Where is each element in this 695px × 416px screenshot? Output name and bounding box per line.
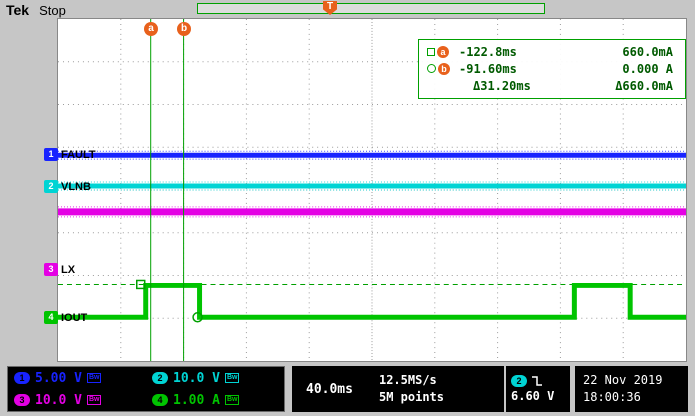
square-marker-icon [427, 47, 435, 56]
cursor-b-row: b -91.60ms 0.000 A [427, 60, 673, 77]
channel-3-label: LX [61, 264, 76, 276]
cursor-b-letter: b [438, 62, 450, 75]
top-status-bar: Tek Stop [6, 2, 66, 18]
channel-1-badge: 1 [14, 372, 30, 384]
channel-4-readout[interactable]: 4 1.00 A Bw [146, 393, 284, 408]
cursor-b-badge[interactable]: b [177, 22, 191, 36]
horizontal-readout-box: 40.0ms 12.5MS/s 5M points [292, 366, 504, 412]
channel-4-position-marker[interactable]: 4 [44, 311, 58, 324]
channel-4-bandwidth-badge: Bw [224, 395, 240, 405]
cursor-readout-panel: a -122.8ms 660.0mA b -91.60ms 0.000 A Δ3… [418, 39, 686, 99]
acquisition-state: Stop [39, 3, 66, 18]
datetime-box: 22 Nov 2019 18:00:36 [575, 366, 688, 412]
record-position-bar [197, 3, 545, 14]
trigger-level: 6.60 V [511, 389, 555, 403]
channel-1-position-marker[interactable]: 1 [44, 148, 58, 161]
timebase-scale: 40.0ms [306, 381, 353, 397]
channel-4-label: IOUT [61, 312, 88, 324]
channel-2-label: VLNB [61, 181, 91, 193]
cursor-a-marker-icon: a [427, 45, 459, 58]
cursor-a-letter: a [437, 45, 449, 58]
cursor-delta-amplitude: Δ660.0mA [615, 78, 673, 93]
time-readout: 18:00:36 [583, 390, 641, 404]
channel-2-readout[interactable]: 2 10.0 V Bw [146, 371, 284, 386]
channel-3-badge: 3 [14, 394, 30, 406]
channel-1-scale: 5.00 V [35, 370, 82, 386]
cursor-a-time: -122.8ms [459, 44, 517, 59]
trigger-slope-falling-icon [532, 376, 542, 386]
channel-2-position-marker[interactable]: 2 [44, 180, 58, 193]
channel-2-badge: 2 [152, 372, 168, 384]
circle-marker-icon [427, 64, 436, 73]
trigger-readout-box: 2 6.60 V [506, 366, 570, 412]
channel-3-scale: 10.0 V [35, 392, 82, 408]
trigger-source-badge: 2 [511, 375, 527, 387]
cursor-b-time: -91.60ms [459, 61, 517, 76]
acquisition-info: 12.5MS/s 5M points [379, 372, 444, 406]
channel-1-bandwidth-badge: Bw [86, 373, 102, 383]
trigger-source-row: 2 [511, 375, 570, 387]
date-readout: 22 Nov 2019 [583, 373, 663, 387]
channel-4-scale: 1.00 A [173, 392, 220, 408]
waveform-display: a b a -122.8ms 660.0mA b -91.60ms 0.000 … [57, 18, 687, 362]
cursor-delta-row: Δ31.20ms Δ660.0mA [427, 77, 673, 94]
trigger-position-marker: T [323, 1, 337, 15]
cursor-delta-time: Δ31.20ms [473, 78, 531, 93]
channel-readout-row-2: 3 10.0 V Bw 4 1.00 A Bw [8, 389, 284, 411]
cursor-b-amplitude: 0.000 A [622, 61, 673, 76]
channel-readout-row-1: 1 5.00 V Bw 2 10.0 V Bw [8, 367, 284, 389]
record-length: 5M points [378, 390, 444, 404]
channel-readouts-box: 1 5.00 V Bw 2 10.0 V Bw 3 10.0 V Bw 4 1.… [7, 366, 285, 412]
cursor-a-amplitude: 660.0mA [622, 44, 673, 59]
waveform-svg [58, 19, 686, 361]
cursor-b-marker-icon: b [427, 62, 459, 75]
channel-3-readout[interactable]: 3 10.0 V Bw [8, 393, 146, 408]
channel-2-bandwidth-badge: Bw [224, 373, 240, 383]
channel-4-badge: 4 [152, 394, 168, 406]
channel-2-scale: 10.0 V [173, 370, 220, 386]
channel-1-label: FAULT [61, 149, 96, 161]
brand-logo: Tek [6, 2, 30, 18]
channel-3-bandwidth-badge: Bw [86, 395, 102, 405]
sample-rate: 12.5MS/s [378, 373, 437, 387]
channel-3-position-marker[interactable]: 3 [44, 263, 58, 276]
channel-1-readout[interactable]: 1 5.00 V Bw [8, 371, 146, 386]
cursor-a-badge[interactable]: a [144, 22, 158, 36]
cursor-a-row: a -122.8ms 660.0mA [427, 43, 673, 60]
